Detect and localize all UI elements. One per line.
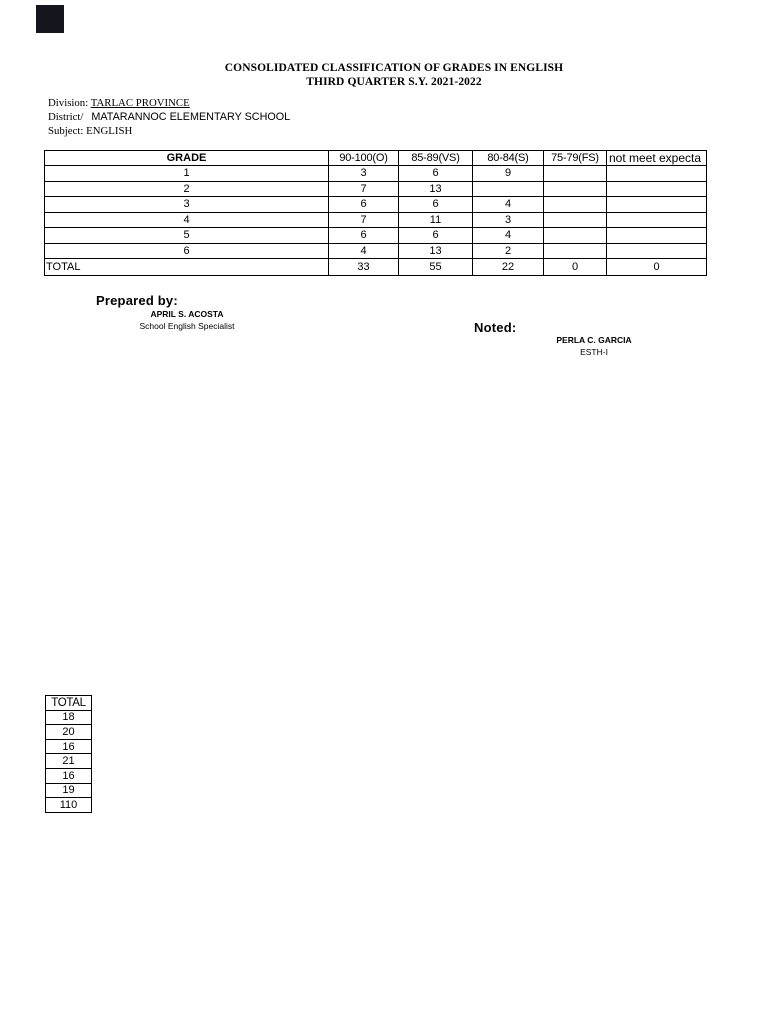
count-cell: 4 (328, 242, 399, 259)
total-cell: 0 (606, 258, 707, 276)
division-line: Division: TARLAC PROVINCE (48, 97, 290, 111)
district-label: District/ (48, 110, 84, 123)
count-cell (606, 180, 707, 197)
count-cell (606, 227, 707, 244)
count-cell (543, 211, 607, 228)
totals-row: 21 (45, 753, 92, 769)
district-value: MATARANNOC ELEMENTARY SCHOOL (91, 110, 291, 123)
count-cell: 13 (398, 242, 473, 259)
grade-cell: 5 (44, 227, 329, 244)
totals-row: 20 (45, 724, 92, 740)
subject-label: Subject: (48, 124, 84, 137)
table-row-grade-2: 2 7 13 (44, 180, 707, 197)
total-label-cell: TOTAL (44, 258, 329, 276)
totals-value-cell: 110 (45, 797, 92, 813)
count-cell (606, 242, 707, 259)
count-cell: 7 (328, 211, 399, 228)
prepared-by-label: Prepared by: (96, 293, 178, 308)
count-cell (606, 211, 707, 228)
noted-label: Noted: (474, 320, 517, 335)
corner-square-icon (36, 5, 64, 33)
totals-row: 16 (45, 738, 92, 755)
count-cell (472, 180, 544, 197)
count-cell: 6 (328, 227, 399, 244)
count-cell: 4 (472, 227, 544, 244)
grades-table: GRADE 90-100(O) 85-89(VS) 80-84(S) 75-79… (44, 150, 707, 276)
count-cell (543, 196, 607, 213)
count-cell: 3 (328, 165, 399, 182)
totals-row: 110 (45, 797, 92, 813)
totals-value-cell: 16 (45, 738, 92, 755)
count-cell: 6 (398, 196, 473, 213)
totals-column-table: TOTAL 18 20 16 21 16 19 110 (45, 695, 92, 813)
table-row-grade-4: 4 7 11 3 (44, 211, 707, 228)
subject-line: Subject: ENGLISH (48, 125, 290, 139)
count-cell: 6 (328, 196, 399, 213)
title-line-2: THIRD QUARTER S.Y. 2021-2022 (306, 76, 482, 88)
grade-cell: 4 (44, 211, 329, 228)
totals-row: 16 (45, 767, 92, 784)
total-cell: 0 (543, 258, 607, 276)
count-cell (543, 242, 607, 259)
title-line-1: CONSOLIDATED CLASSIFICATION OF GRADES IN… (224, 62, 564, 74)
total-cell: 55 (398, 258, 473, 276)
district-line: District/MATARANNOC ELEMENTARY SCHOOL (48, 111, 290, 125)
table-row-grade-6: 6 4 13 2 (44, 242, 707, 259)
division-value: TARLAC PROVINCE (90, 97, 190, 109)
totals-header-cell: TOTAL (45, 695, 92, 711)
table-row-total: TOTAL 33 55 22 0 0 (44, 258, 707, 276)
header-cell-90-100: 90-100(O) (328, 150, 399, 166)
prepared-by-name: APRIL S. ACOSTA (150, 309, 224, 319)
total-cell: 22 (472, 258, 544, 276)
count-cell: 11 (398, 211, 473, 228)
totals-row: 19 (45, 782, 92, 799)
count-cell (606, 196, 707, 213)
grade-cell: 1 (44, 165, 329, 182)
table-row-grade-1: 1 3 6 9 (44, 165, 707, 182)
header-cell-85-89: 85-89(VS) (398, 150, 473, 166)
totals-value-cell: 20 (45, 724, 92, 740)
totals-header-row: TOTAL (45, 695, 92, 711)
count-cell (543, 227, 607, 244)
header-cell-grade: GRADE (44, 150, 329, 166)
table-row-grade-3: 3 6 6 4 (44, 196, 707, 213)
grade-cell: 2 (44, 180, 329, 197)
table-row-grade-5: 5 6 6 4 (44, 227, 707, 244)
noted-block: PERLA C. GARCIA ESTH-I (523, 334, 665, 358)
noted-title: ESTH-I (580, 347, 608, 357)
count-cell: 13 (398, 180, 473, 197)
prepared-by-title: School English Specialist (139, 321, 235, 331)
header-cell-not-meet: not meet expecta (606, 150, 707, 166)
count-cell: 7 (328, 180, 399, 197)
header-info: Division: TARLAC PROVINCE District/MATAR… (48, 97, 290, 138)
total-cell: 33 (328, 258, 399, 276)
subject-value: ENGLISH (86, 124, 133, 137)
totals-value-cell: 19 (45, 782, 92, 799)
document-title: CONSOLIDATED CLASSIFICATION OF GRADES IN… (0, 61, 768, 89)
totals-value-cell: 18 (45, 709, 92, 726)
count-cell (543, 165, 607, 182)
totals-value-cell: 16 (45, 767, 92, 784)
totals-row: 18 (45, 709, 92, 726)
count-cell: 6 (398, 165, 473, 182)
header-cell-not-meet-text: not meet expecta (608, 151, 702, 165)
count-cell: 4 (472, 196, 544, 213)
noted-name: PERLA C. GARCIA (556, 335, 632, 345)
grades-table-header-row: GRADE 90-100(O) 85-89(VS) 80-84(S) 75-79… (44, 150, 707, 166)
header-cell-80-84: 80-84(S) (472, 150, 544, 166)
count-cell: 9 (472, 165, 544, 182)
totals-value-cell: 21 (45, 753, 92, 769)
division-label: Division: (48, 97, 89, 109)
count-cell: 2 (472, 242, 544, 259)
count-cell: 3 (472, 211, 544, 228)
count-cell (543, 180, 607, 197)
header-cell-75-79: 75-79(FS) (543, 150, 607, 166)
grade-cell: 3 (44, 196, 329, 213)
count-cell: 6 (398, 227, 473, 244)
count-cell (606, 165, 707, 182)
prepared-by-block: APRIL S. ACOSTA School English Specialis… (116, 308, 258, 332)
grade-cell: 6 (44, 242, 329, 259)
